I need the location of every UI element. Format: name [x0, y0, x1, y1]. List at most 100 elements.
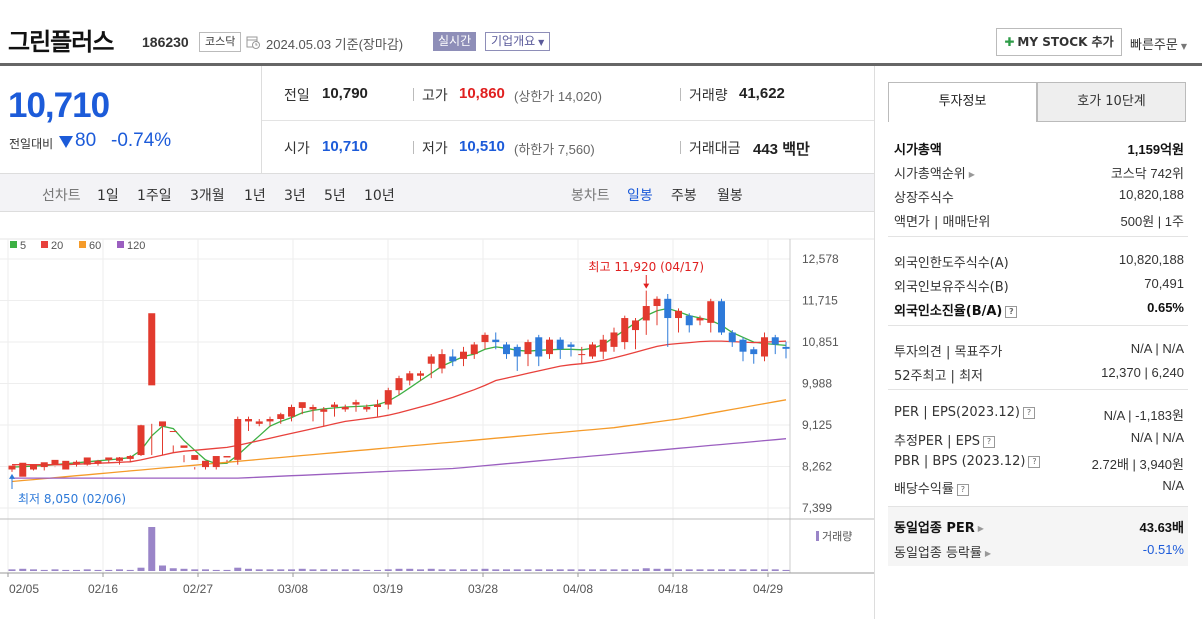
current-price-box: 10,710 전일대비 80 -0.74% [0, 66, 262, 174]
info-row-label: 시가총액순위 ▶ [894, 167, 975, 182]
header-divider [0, 63, 1202, 66]
info-row: 추정PER | EPS? N/A | N/A [894, 428, 1188, 450]
chevron-right-icon[interactable]: ▶ [977, 524, 984, 533]
info-row-value: 43.63배 [1139, 520, 1185, 535]
invest-info-panel [874, 66, 1202, 619]
volume-bar [255, 569, 263, 571]
period-5y[interactable]: 5년 [324, 188, 346, 204]
candlestick-chart[interactable]: 5 20 60 120 최고 11,920 (04/17) 최저 8,050 (02/0… [0, 213, 874, 613]
realtime-button[interactable]: 실시간 [433, 32, 477, 51]
period-1d[interactable]: 1일 [97, 188, 119, 204]
candle-body [255, 421, 263, 424]
open-label: 시가 [284, 141, 310, 157]
info-row-value: 2.72배 | 3,940원 [1091, 457, 1184, 472]
volume-bar [427, 568, 435, 571]
chart-grid [0, 238, 874, 574]
period-10y[interactable]: 10년 [364, 188, 395, 204]
down-triangle-icon [59, 136, 73, 148]
volume-bar [664, 568, 672, 571]
info-row-label: 추정PER | EPS? [894, 430, 995, 449]
candle-body [610, 332, 618, 347]
company-info-button[interactable]: 기업개요 ▼ [485, 32, 551, 51]
candle-body [352, 402, 360, 405]
info-row-label: 동일업종 PER ▶ [894, 521, 984, 536]
candle-body [599, 339, 607, 352]
volume-bar [578, 569, 586, 571]
candle-body [245, 419, 252, 422]
x-tick-label: 04/18 [658, 582, 688, 596]
info-row: 외국인소진율(B/A)? 0.65% [894, 298, 1188, 320]
volume-bar [298, 568, 306, 571]
min-price-annotation: 최저 8,050 (02/06) [18, 492, 126, 506]
candle-body [492, 339, 500, 343]
candle-body [320, 409, 328, 412]
candle-body [395, 378, 403, 391]
candle-body [137, 425, 145, 456]
candle-body [739, 339, 747, 352]
help-icon[interactable]: ? [1005, 306, 1018, 318]
help-icon[interactable]: ? [956, 484, 969, 496]
chevron-right-icon[interactable]: ▶ [984, 549, 992, 558]
candles [8, 290, 790, 477]
volume-bar [513, 569, 521, 571]
period-1y[interactable]: 1년 [244, 188, 266, 204]
candle-body [40, 462, 48, 468]
period-3y[interactable]: 3년 [284, 188, 306, 204]
candle-body [94, 460, 102, 464]
volume-bar [739, 569, 747, 571]
volume-bar [395, 568, 403, 571]
candle-body [19, 462, 27, 477]
period-3m[interactable]: 3개월 [190, 188, 225, 204]
candle-body [750, 349, 758, 355]
x-tick-label: 02/27 [183, 582, 213, 596]
info-row-label: 동일업종 등락률 ▶ [894, 546, 992, 561]
help-icon[interactable]: ? [982, 436, 995, 448]
info-row-value: 1,159억원 [1127, 142, 1184, 157]
candle-body [341, 406, 349, 410]
candle-body [30, 464, 37, 470]
help-icon[interactable]: ? [1022, 407, 1035, 419]
volume-bar [384, 569, 392, 571]
amount-value: 443 백만 [753, 141, 810, 158]
x-axis: 02/05 02/16 02/27 03/08 03/19 03/28 04/08 04/18… [7, 573, 783, 596]
volume-bar [449, 569, 457, 571]
y-tick-label: 9,125 [802, 418, 832, 432]
chevron-right-icon[interactable]: ▶ [968, 170, 975, 179]
candle-body [556, 339, 564, 350]
y-tick-label: 10,851 [802, 335, 839, 349]
volume-bar [535, 569, 543, 571]
volume-bar [73, 569, 80, 571]
period-1w[interactable]: 1주일 [137, 188, 172, 204]
info-row: 외국인한도주식수(A) 10,820,188 [894, 250, 1188, 272]
volume-bar [675, 569, 682, 571]
tab-order-book[interactable]: 호가 10단계 [1037, 82, 1186, 122]
volume-bar [62, 569, 70, 571]
volume-bars: 거래량 [8, 527, 852, 571]
candle-monthly[interactable]: 월봉 [717, 188, 743, 204]
volume-bar [223, 569, 231, 571]
x-tick-label: 02/16 [88, 582, 118, 596]
volume-bar [266, 569, 274, 571]
market-badge: 코스닥 [199, 32, 242, 52]
candle-body [653, 298, 661, 307]
volume-bar [19, 568, 27, 571]
tab-invest-info[interactable]: 투자정보 [888, 82, 1037, 122]
candle-daily[interactable]: 일봉 [627, 188, 653, 204]
price-summary: 10,710 전일대비 80 -0.74% 전일 10,790 고가 10,86… [0, 66, 874, 174]
volume-bar [782, 569, 790, 571]
volume-bar [288, 569, 295, 571]
candle-weekly[interactable]: 주봉 [671, 188, 697, 204]
volume-bar [556, 569, 564, 571]
help-icon[interactable]: ? [1028, 456, 1041, 468]
volume-bar [750, 569, 758, 571]
volume-bar [632, 569, 639, 571]
volume-bar [180, 568, 188, 571]
volume-bar [341, 569, 349, 571]
y-tick-label: 7,399 [802, 501, 832, 515]
add-mystock-button[interactable]: ✚ MY STOCK 추가 [996, 28, 1122, 56]
volume-bar [707, 569, 715, 571]
candle-body [234, 419, 242, 460]
legend-swatch [10, 241, 17, 248]
volume-bar [309, 569, 317, 571]
quick-order-button[interactable]: 빠른주문 ▼ [1130, 34, 1187, 53]
